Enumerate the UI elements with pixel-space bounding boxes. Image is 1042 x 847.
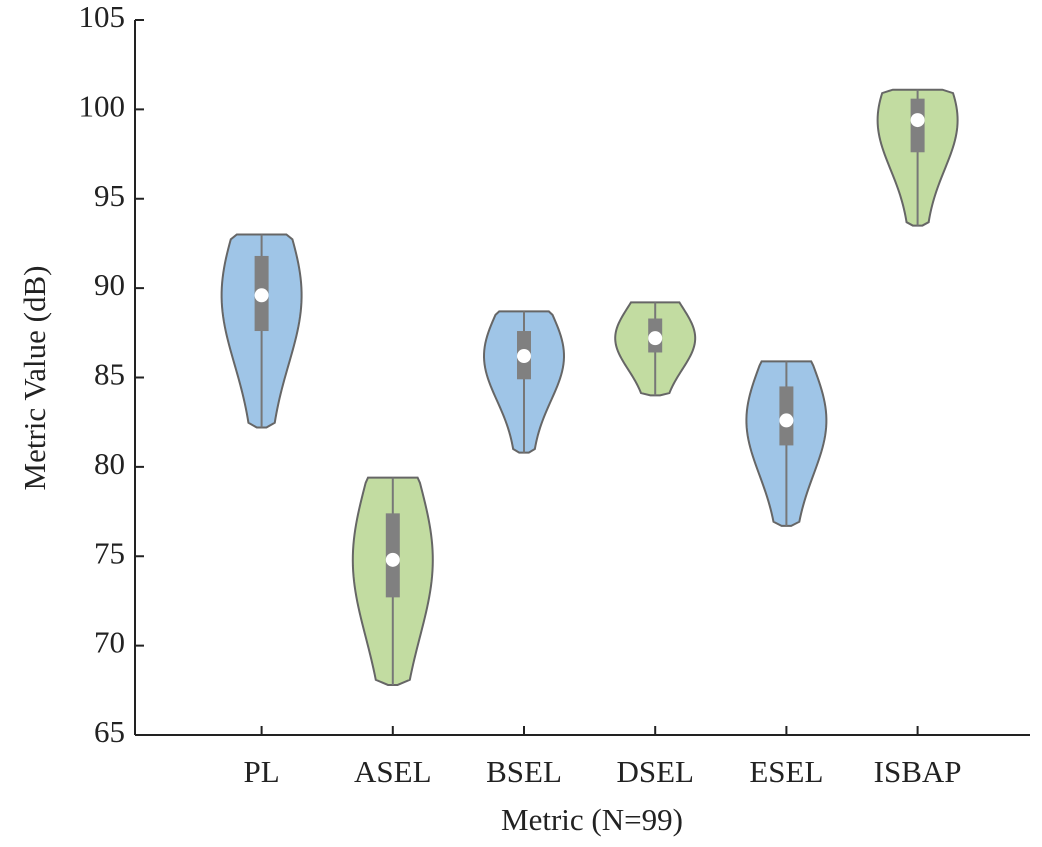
y-tick-label: 75 [94, 535, 125, 570]
x-tick-label: ASEL [354, 754, 432, 789]
median [648, 331, 663, 346]
x-axis-label: Metric (N=99) [501, 802, 683, 837]
y-tick-label: 85 [94, 357, 125, 392]
y-tick-label: 105 [79, 0, 126, 34]
x-tick-label: DSEL [616, 754, 694, 789]
y-tick-label: 95 [94, 178, 125, 213]
y-axis-label: Metric Value (dB) [17, 266, 52, 491]
median [779, 413, 794, 428]
y-tick-label: 65 [94, 714, 125, 749]
x-tick-label: ESEL [749, 754, 823, 789]
x-tick-label: BSEL [486, 754, 562, 789]
x-tick-label: ISBAP [874, 754, 962, 789]
median [385, 552, 400, 567]
y-tick-label: 90 [94, 267, 125, 302]
x-tick-label: PL [244, 754, 280, 789]
y-tick-label: 70 [94, 625, 125, 660]
median [910, 113, 925, 128]
y-tick-label: 80 [94, 446, 125, 481]
y-tick-label: 100 [79, 88, 126, 123]
median [517, 349, 531, 364]
median [254, 288, 269, 303]
